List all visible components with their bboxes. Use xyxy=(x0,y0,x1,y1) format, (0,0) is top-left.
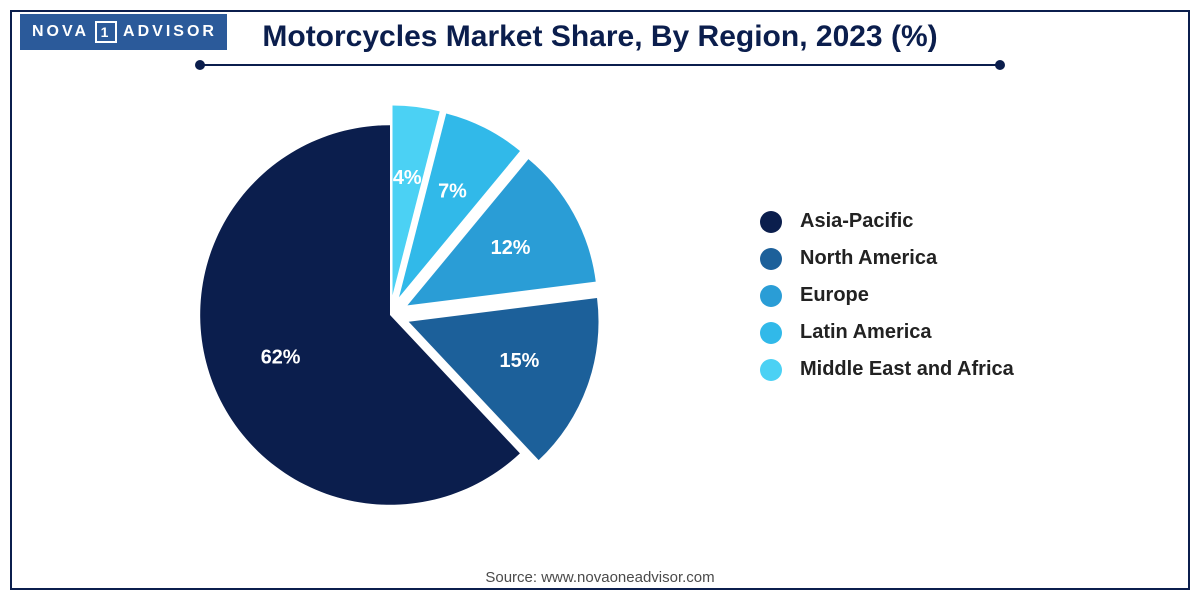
legend-label: Latin America xyxy=(800,321,932,344)
legend-swatch xyxy=(760,322,782,344)
slice-label: 12% xyxy=(491,237,531,259)
legend-item: North America xyxy=(760,247,1120,270)
chart-title: Motorcycles Market Share, By Region, 202… xyxy=(0,20,1200,54)
legend-label: Asia-Pacific xyxy=(800,210,913,233)
legend: Asia-Pacific North America Europe Latin Ame… xyxy=(760,210,1120,395)
slice-label: 7% xyxy=(438,181,467,203)
slice-label: 62% xyxy=(261,347,301,369)
legend-item: Latin America xyxy=(760,321,1120,344)
legend-item: Asia-Pacific xyxy=(760,210,1120,233)
legend-item: Europe xyxy=(760,284,1120,307)
legend-swatch xyxy=(760,211,782,233)
slice-label: 4% xyxy=(393,167,422,189)
legend-label: Europe xyxy=(800,284,869,307)
pie-chart: 62% 15% 12% 7% 4% xyxy=(70,80,710,550)
legend-swatch xyxy=(760,359,782,381)
legend-swatch xyxy=(760,285,782,307)
pie-svg: 62% 15% 12% 7% 4% xyxy=(70,80,710,550)
legend-item: Middle East and Africa xyxy=(760,358,1120,381)
slice-label: 15% xyxy=(500,350,540,372)
legend-label: North America xyxy=(800,247,937,270)
legend-label: Middle East and Africa xyxy=(800,358,1014,381)
legend-swatch xyxy=(760,248,782,270)
source-text: Source: www.novaoneadvisor.com xyxy=(0,569,1200,586)
title-divider xyxy=(200,64,1000,66)
